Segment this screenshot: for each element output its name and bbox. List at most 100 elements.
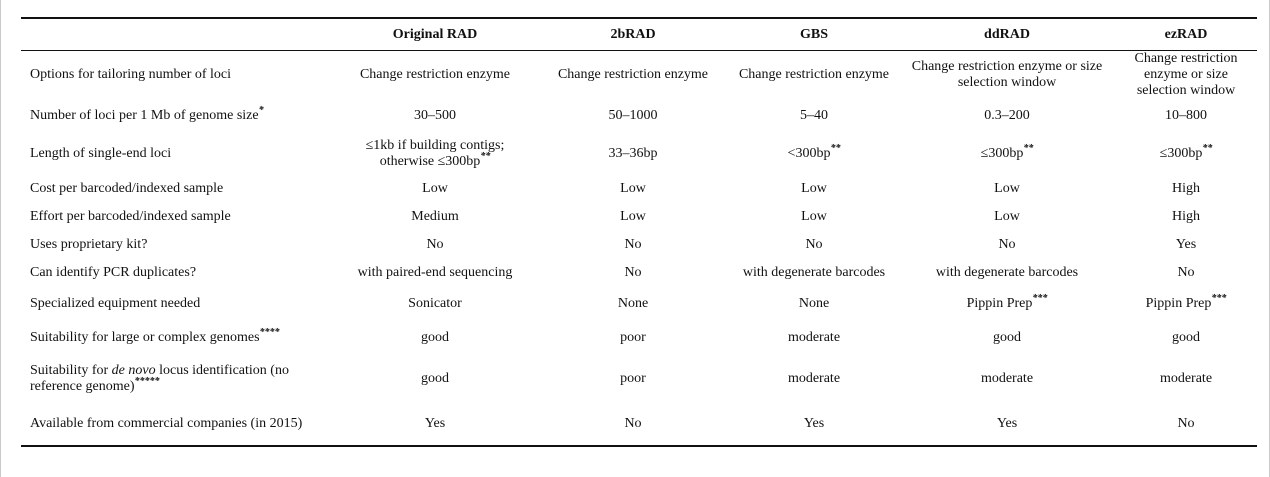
table-cell-2brad: Low [537,175,729,203]
cell-text: Medium [411,209,459,224]
table-cell-original-rad: good [333,321,537,354]
table-cell-gbs: Yes [729,403,899,447]
row-label: Length of single-end loci [21,133,333,175]
cell-text: Low [994,209,1020,224]
column-header-original-rad: Original RAD [333,17,537,51]
row-label-text: Suitability for large or complex genomes [30,329,260,345]
table-cell-gbs: Low [729,175,899,203]
row-label: Specialized equipment needed [21,287,333,321]
table-cell-ezrad: High [1115,203,1257,231]
table-cell-ddrad: Change restriction enzyme or size select… [899,51,1115,100]
table-cell-gbs: Low [729,203,899,231]
table-cell-ddrad: moderate [899,354,1115,403]
table-cell-ezrad: Yes [1115,231,1257,259]
footnote-marker: ***** [134,375,160,387]
table-cell-2brad: poor [537,321,729,354]
table-cell-ddrad: good [899,321,1115,354]
cell-text: Change restriction enzyme or size select… [911,59,1103,90]
cell-text: ≤300bp [1159,146,1203,161]
cell-text: None [798,296,830,311]
table-row: Specialized equipment needed Sonicator Non… [21,287,1257,321]
cell-text: with paired-end sequencing [357,265,513,280]
table-cell-2brad: 50–1000 [537,99,729,133]
table-cell-gbs: No [729,231,899,259]
row-label: Suitability for de novo locus identifica… [21,354,333,403]
table-row: Number of loci per 1 Mb of genome size* 3… [21,99,1257,133]
table-cell-2brad: None [537,287,729,321]
column-header-blank [21,17,333,51]
cell-text: with degenerate barcodes [935,265,1079,280]
cell-text: Yes [1175,237,1197,252]
table-cell-original-rad: Medium [333,203,537,231]
row-label: Can identify PCR duplicates? [21,259,333,287]
column-header-ddrad: ddRAD [899,17,1115,51]
cell-text: Change restriction enzyme [738,67,890,82]
row-label: Effort per barcoded/indexed sample [21,203,333,231]
cell-text: <300bp [787,146,831,161]
cell-text: Yes [803,416,825,431]
cell-text: 5–40 [800,108,828,123]
table-cell-original-rad: with paired-end sequencing [333,259,537,287]
table-cell-ezrad: No [1115,259,1257,287]
table-cell-gbs: None [729,287,899,321]
cell-text: No [1177,265,1195,280]
row-label-text: Effort per barcoded/indexed sample [30,209,231,224]
cell-text: 30–500 [414,108,456,123]
table-row: Suitability for large or complex genomes… [21,321,1257,354]
table-cell-2brad: No [537,259,729,287]
table-cell-original-rad: good [333,354,537,403]
row-label: Cost per barcoded/indexed sample [21,175,333,203]
cell-text: moderate [787,370,841,386]
table-cell-original-rad: Sonicator [333,287,537,321]
table-cell-gbs: moderate [729,354,899,403]
cell-text: Yes [996,416,1018,431]
cell-text: with degenerate barcodes [742,265,886,280]
cell-text: poor [620,370,646,386]
comparison-table: Original RAD 2bRAD GBS ddRAD ezRAD Optio… [21,17,1257,447]
table-cell-ddrad: Yes [899,403,1115,447]
table-cell-ezrad: High [1115,175,1257,203]
cell-text: No [624,265,642,280]
column-header-ezrad: ezRAD [1115,17,1257,51]
cell-text: Low [422,181,448,196]
cell-text: Change restriction enzyme [359,67,511,82]
table-cell-ezrad: No [1115,403,1257,447]
footnote-marker: ** [830,143,841,154]
table-cell-ezrad: 10–800 [1115,99,1257,133]
cell-text: moderate [1159,370,1213,386]
table-cell-original-rad: Yes [333,403,537,447]
cell-text: good [1172,329,1200,345]
table-cell-gbs: Change restriction enzyme [729,51,899,100]
cell-text: moderate [980,370,1034,386]
cell-text: Change restriction enzyme [557,67,709,82]
cell-text: Pippin Prep [1145,296,1212,311]
footnote-marker: *** [1211,293,1227,304]
table-cell-ddrad: Low [899,175,1115,203]
cell-text: Pippin Prep [966,296,1033,311]
table-row: Options for tailoring number of loci Chan… [21,51,1257,100]
table-cell-ezrad: Pippin Prep*** [1115,287,1257,321]
row-label-italic: de novo [111,362,156,378]
cell-text: good [421,370,449,386]
cell-text: ≤300bp [980,146,1024,161]
cell-text: 0.3–200 [984,108,1030,123]
table-row: Suitability for de novo locus identifica… [21,354,1257,403]
row-label: Available from commercial companies (in … [21,403,333,447]
cell-text: ≤1kb if building contigs; otherwise ≤300… [365,138,505,169]
row-label-text: Specialized equipment needed [30,296,201,311]
cell-text: No [805,237,823,252]
table-body: Options for tailoring number of loci Chan… [21,51,1257,447]
table-cell-original-rad: No [333,231,537,259]
table-cell-2brad: Change restriction enzyme [537,51,729,100]
table-cell-ezrad: good [1115,321,1257,354]
footnote-marker: ** [480,151,491,162]
row-label: Suitability for large or complex genomes… [21,321,333,354]
table-cell-2brad: Low [537,203,729,231]
footnote-marker: * [258,105,264,116]
table-row: Cost per barcoded/indexed sample Low Low Lo… [21,175,1257,203]
cell-text: None [617,296,649,311]
table-cell-ezrad: Change restriction enzyme or size select… [1115,51,1257,100]
row-label-text: Number of loci per 1 Mb of genome size [30,108,259,123]
table-row: Available from commercial companies (in … [21,403,1257,447]
